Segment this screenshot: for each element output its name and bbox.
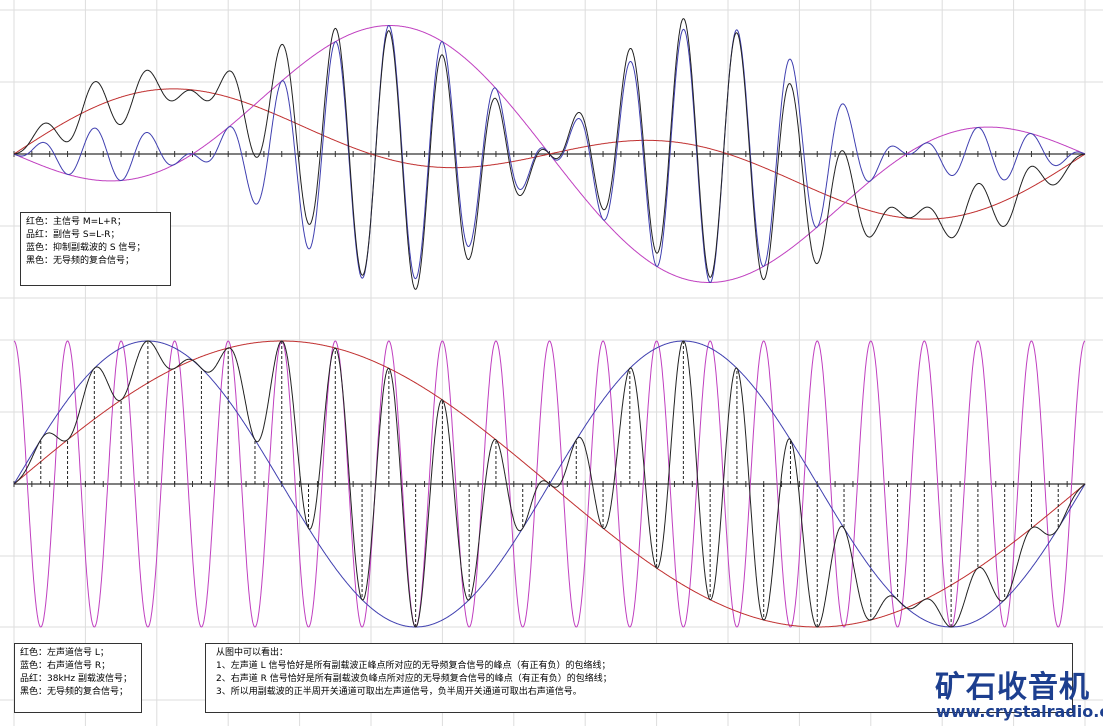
legend-item: 黑色：无导频的复合信号； [26,256,135,266]
note: 3、所以用副载波的正半周开关通道可取出左声道信号，负半周开关通道可取出右声道信号… [216,687,582,697]
notes: 从图中可以看出： 1、左声道 L 信号恰好是所有副载波正峰点所对应的无导频复合信… [205,643,1073,713]
carrier [13,340,1086,628]
logo-url: www.crystalradio.cn [936,702,1103,721]
legend-item: 蓝色：抑制副载波的 S 信号； [26,243,146,253]
composite [13,18,1086,290]
legend-item: 品红：副信号 S=L-R； [26,230,120,240]
legend-item: 黑色：无导频的复合信号； [20,687,129,697]
notes-heading: 从图中可以看出： [216,648,289,658]
legend-item: 红色：主信号 M=L+R； [26,217,126,227]
note: 2、右声道 R 信号恰好是所有副载波负峰点所对应的无导频复合信号的峰点（有正有负… [216,674,612,684]
bottom-legend: 红色：左声道信号 L； 蓝色：右声道信号 R； 品红：38kHz 副载波信号； … [14,643,142,713]
logo-title: 矿石收音机 [935,670,1090,705]
legend-item: 蓝色：右声道信号 R； [20,661,111,671]
legend-item: 红色：左声道信号 L； [20,648,109,658]
top-legend: 红色：主信号 M=L+R； 品红：副信号 S=L-R； 蓝色：抑制副载波的 S … [20,212,171,286]
legend-item: 品红：38kHz 副载波信号； [20,674,133,684]
note: 1、左声道 L 信号恰好是所有副载波正峰点所对应的无导频复合信号的峰点（有正有负… [216,661,611,671]
composite [13,340,1086,628]
